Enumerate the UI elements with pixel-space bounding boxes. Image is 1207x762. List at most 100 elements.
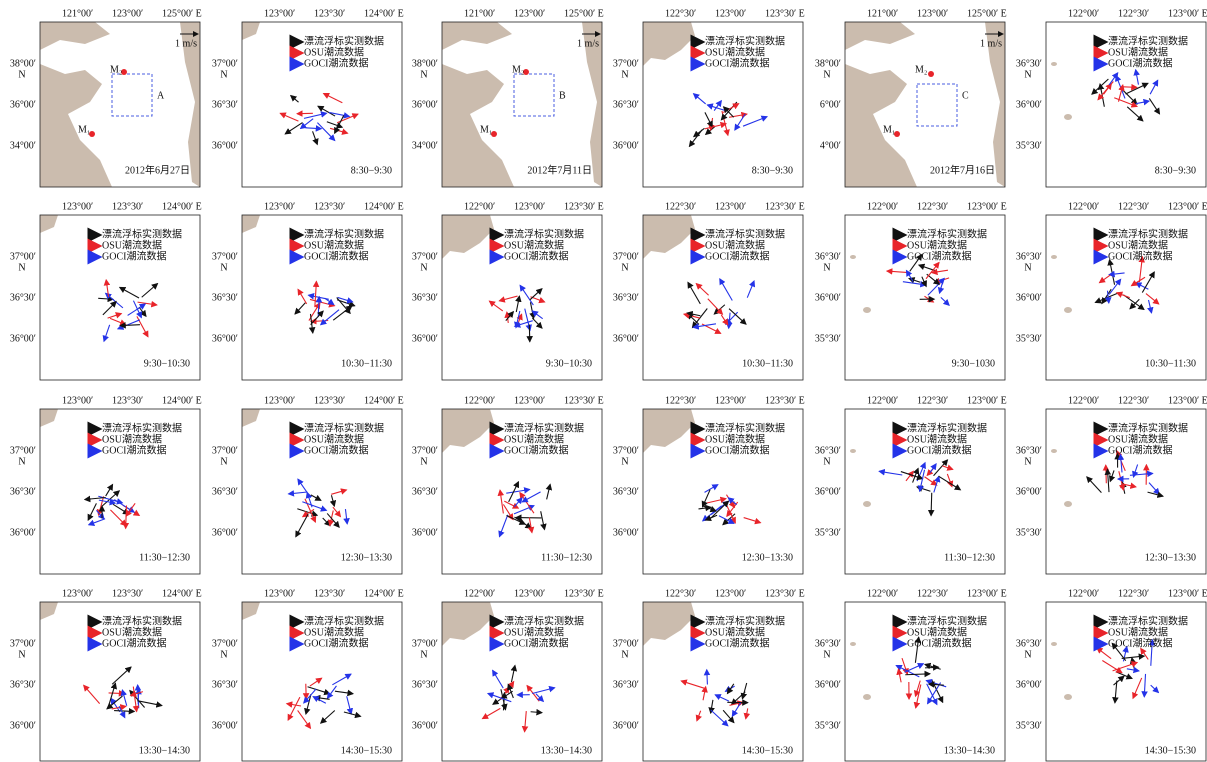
lat-label: 36°00′ — [212, 140, 238, 151]
lat-label: 36°30′ — [212, 292, 238, 303]
legend-text: OSU潮流数据 — [705, 432, 765, 445]
island — [1064, 114, 1072, 120]
lon-label: 124°00′ E — [364, 8, 404, 19]
lon-label: 123°00′ E — [1168, 201, 1207, 212]
lat-label: 35°30′ — [815, 527, 841, 538]
time-label: 2012年6月27日 — [125, 163, 190, 176]
legend-text: GOCI潮流数据 — [504, 636, 568, 649]
lon-label: 125°00′ E — [162, 8, 202, 19]
legend-text: 漂流浮标实测数据 — [504, 227, 584, 240]
lat-label: 38°00′ — [412, 58, 438, 69]
station — [928, 71, 934, 77]
lat-label: 36°30′ — [815, 251, 841, 262]
lon-label: 121°00′ — [464, 8, 495, 19]
lat-label: 37°00′ — [10, 251, 36, 262]
lat-label: 36°30′ — [212, 99, 238, 110]
map-panel: 漂流浮标实测数据OSU潮流数据GOCI潮流数据123°00′123°30′124… — [10, 201, 202, 380]
north-label: N — [18, 69, 25, 80]
lat-label: 36°30′ — [613, 292, 639, 303]
legend-text: GOCI潮流数据 — [504, 443, 568, 456]
map-panel: 漂流浮标实测数据OSU潮流数据GOCI潮流数据122°00′122°30′123… — [1016, 201, 1207, 380]
area-label: B — [559, 90, 566, 101]
legend-text: GOCI潮流数据 — [102, 443, 166, 456]
station-label: M₁ — [883, 124, 895, 135]
scale-label: 1 m/s — [980, 38, 1002, 49]
lat-label: 36°30′ — [212, 679, 238, 690]
lat-label: 36°30′ — [613, 99, 639, 110]
legend-text: OSU潮流数据 — [907, 238, 967, 251]
lat-label: 36°00′ — [815, 292, 841, 303]
time-label: 2012年7月11日 — [527, 163, 592, 176]
map-panel: 漂流浮标实测数据OSU潮流数据GOCI潮流数据122°00′122°30′123… — [815, 395, 1007, 574]
time-label: 8:30−9:30 — [752, 165, 793, 176]
legend-text: GOCI潮流数据 — [1108, 636, 1172, 649]
lat-label: 37°00′ — [412, 251, 438, 262]
lon-label: 123°30′ E — [564, 395, 604, 406]
north-label: N — [823, 456, 830, 467]
north-label: N — [420, 456, 427, 467]
lon-label: 123°00′ — [264, 201, 295, 212]
legend-text: OSU潮流数据 — [504, 432, 564, 445]
time-label: 14:30−15:30 — [341, 745, 392, 756]
lat-label: 37°00′ — [412, 445, 438, 456]
current-vector — [707, 670, 708, 685]
lat-label: 36°00′ — [10, 720, 36, 731]
north-label: N — [18, 456, 25, 467]
legend-text: GOCI潮流数据 — [102, 636, 166, 649]
north-label: N — [420, 69, 427, 80]
lat-label: 36°00′ — [1016, 486, 1042, 497]
legend-text: OSU潮流数据 — [1108, 45, 1168, 58]
lat-label: 36°30′ — [1016, 638, 1042, 649]
lat-label: 36°30′ — [10, 292, 36, 303]
legend-text: GOCI潮流数据 — [907, 249, 971, 262]
lon-label: 125°00′ E — [967, 8, 1007, 19]
station-label: M₂ — [915, 64, 927, 75]
map-panel: 漂流浮标实测数据OSU潮流数据GOCI潮流数据122°30′123°00′123… — [613, 588, 805, 761]
figure: M₁M₂A1 m/s121°00′123°00′125°00′ E38°00′3… — [0, 0, 1207, 762]
lat-label: 37°00′ — [212, 638, 238, 649]
time-label: 11:30−12:30 — [139, 552, 190, 563]
lon-label: 122°00′ — [867, 588, 898, 599]
lat-label: 36°30′ — [1016, 251, 1042, 262]
time-label: 2012年7月16日 — [930, 163, 995, 176]
legend-text: OSU潮流数据 — [102, 432, 162, 445]
island — [863, 694, 871, 700]
lon-label: 122°30′ — [1118, 588, 1149, 599]
time-label: 11:30−12:30 — [944, 552, 995, 563]
lat-label: 37°00′ — [10, 445, 36, 456]
lon-label: 122°00′ — [464, 395, 495, 406]
north-label: N — [220, 456, 227, 467]
station-label: M₂ — [110, 64, 122, 75]
lat-label: 36°30′ — [815, 638, 841, 649]
current-vector — [138, 689, 139, 705]
island — [1064, 501, 1072, 507]
legend-text: OSU潮流数据 — [705, 45, 765, 58]
legend-text: OSU潮流数据 — [102, 625, 162, 638]
lat-label: 36°00′ — [412, 99, 438, 110]
map-panel: 漂流浮标实测数据OSU潮流数据GOCI潮流数据122°00′123°00′123… — [412, 588, 604, 761]
lon-label: 125°00′ E — [564, 8, 604, 19]
lat-label: 36°00′ — [613, 140, 639, 151]
lat-label: 36°00′ — [815, 679, 841, 690]
lon-label: 122°00′ — [1068, 8, 1099, 19]
north-label: N — [18, 262, 25, 273]
map-panel: M₁M₂C1 m/s121°00′123°00′125°00′ E38°00′6… — [815, 8, 1007, 187]
island — [1064, 307, 1072, 313]
legend-text: GOCI潮流数据 — [705, 249, 769, 262]
time-label: 13:30−14:30 — [944, 745, 995, 756]
lon-label: 123°30′ E — [564, 588, 604, 599]
island — [1051, 62, 1057, 66]
lat-label: 36°00′ — [412, 333, 438, 344]
lon-label: 122°30′ — [917, 588, 948, 599]
current-vector — [1106, 465, 1107, 483]
lon-label: 124°00′ E — [162, 395, 202, 406]
station-label: M₁ — [78, 124, 90, 135]
lon-label: 123°00′ — [715, 395, 746, 406]
lat-label: 36°30′ — [212, 486, 238, 497]
lon-label: 122°00′ — [1068, 588, 1099, 599]
lat-label: 36°00′ — [613, 720, 639, 731]
legend-text: GOCI潮流数据 — [304, 56, 368, 69]
lat-label: 36°30′ — [10, 679, 36, 690]
lat-label: 6°00′ — [820, 99, 841, 110]
legend-text: 漂流浮标实测数据 — [1108, 227, 1188, 240]
